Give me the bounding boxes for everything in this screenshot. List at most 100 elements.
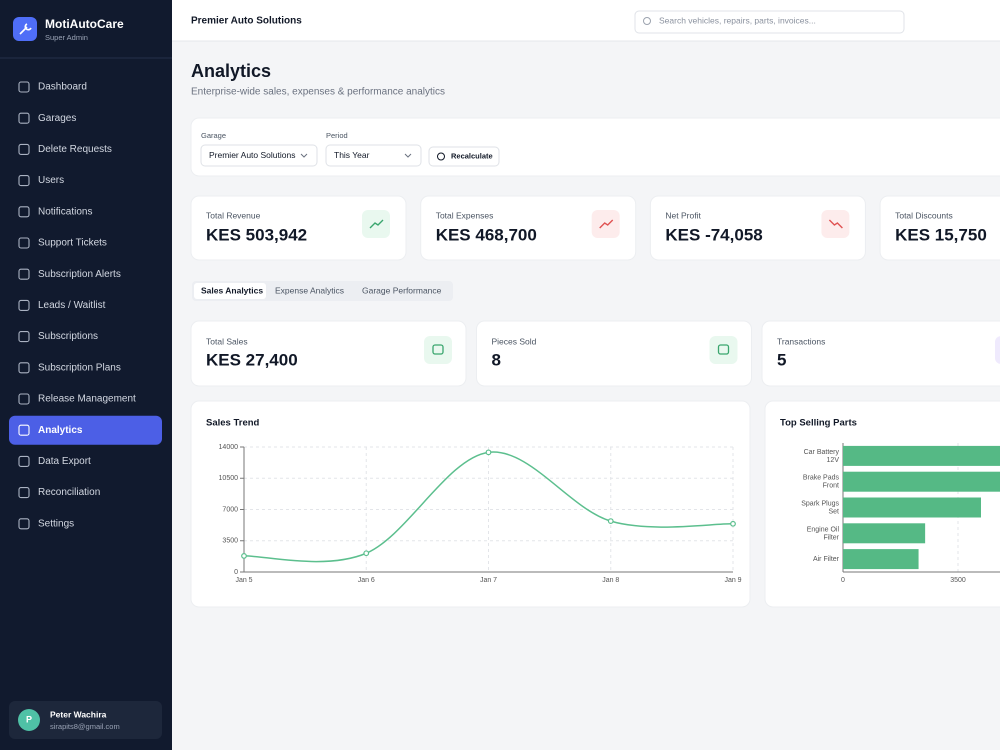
search-box[interactable] xyxy=(634,10,905,34)
tab[interactable]: Expense Analytics xyxy=(275,285,344,295)
nav-icon xyxy=(18,362,30,374)
nav-item[interactable]: Support Tickets xyxy=(38,238,107,249)
select-box[interactable] xyxy=(200,144,318,167)
nav-icon xyxy=(18,81,30,93)
kpi-value: KES 503,942 xyxy=(206,225,307,244)
button[interactable] xyxy=(428,146,500,167)
kpi-label: Total Expenses xyxy=(436,210,494,220)
stat-label: Transactions xyxy=(777,336,825,346)
nav-icon xyxy=(18,393,30,405)
nav-item[interactable]: Analytics xyxy=(38,425,83,436)
user-card xyxy=(9,701,162,739)
nav-active-bg xyxy=(9,415,162,445)
bar xyxy=(843,471,1000,492)
x-tick-label: 0 xyxy=(841,577,845,584)
card xyxy=(190,400,751,608)
kpi-icon xyxy=(369,219,384,229)
nav-item[interactable]: Delete Requests xyxy=(38,144,112,155)
chart-title: Sales Trend xyxy=(206,418,260,429)
nav-icon xyxy=(18,487,30,499)
refresh-icon xyxy=(437,152,445,161)
point xyxy=(241,553,247,559)
stat-value: 8 xyxy=(492,350,501,369)
stat-icon xyxy=(432,344,444,355)
stat-icon xyxy=(717,344,730,355)
point xyxy=(485,449,492,456)
select-box[interactable] xyxy=(325,144,422,167)
brand-name: MotiAutoCare xyxy=(45,17,124,31)
nav-item[interactable]: Notifications xyxy=(38,206,92,217)
point xyxy=(363,550,370,557)
stat-label: Total Sales xyxy=(206,336,248,346)
nav-item[interactable]: Subscriptions xyxy=(38,331,98,342)
x-tick-label: Jan 7 xyxy=(480,577,497,584)
stat-icon-bg xyxy=(995,336,1000,364)
nav-item[interactable]: Leads / Waitlist xyxy=(38,300,106,311)
kpi-label: Total Discounts xyxy=(895,210,953,220)
nav-icon xyxy=(18,455,30,467)
org-name: Premier Auto Solutions xyxy=(191,16,302,27)
y-tick-label: Car Battery 12V xyxy=(804,449,840,464)
avatar-initial: P xyxy=(26,714,32,724)
tab-active-bg xyxy=(194,283,266,299)
nav-item[interactable]: Release Management xyxy=(38,394,136,405)
user-email: sirapits8@gmail.com xyxy=(50,722,120,731)
y-tick-label: 10500 xyxy=(219,475,239,482)
card xyxy=(420,195,637,261)
kpi-label: Net Profit xyxy=(665,210,701,220)
tab[interactable]: Sales Analytics xyxy=(201,285,263,295)
nav-item[interactable]: Reconciliation xyxy=(38,487,100,498)
user-name: Peter Wachira xyxy=(50,709,107,719)
y-tick-label: 0 xyxy=(234,569,238,576)
nav-icon xyxy=(18,299,30,311)
point xyxy=(607,518,614,525)
nav-icon xyxy=(18,143,30,155)
stat-value: 5 xyxy=(777,350,786,369)
page-subtitle: Enterprise-wide sales, expenses & perfor… xyxy=(191,87,445,98)
bar xyxy=(843,445,1000,466)
nav-item[interactable]: Settings xyxy=(38,518,74,529)
kpi-value: KES 15,750 xyxy=(895,225,987,244)
nav-icon xyxy=(18,518,30,530)
stat-value: KES 27,400 xyxy=(206,350,298,369)
kpi-icon xyxy=(828,219,843,229)
x-tick-label: 3500 xyxy=(950,577,966,584)
sidebar xyxy=(0,0,172,750)
tab[interactable]: Garage Performance xyxy=(362,285,442,295)
nav-item[interactable]: Data Export xyxy=(38,456,91,467)
nav-item[interactable]: Subscription Alerts xyxy=(38,269,121,280)
nav-item[interactable]: Dashboard xyxy=(38,82,87,93)
stat-label: Pieces Sold xyxy=(492,336,537,346)
nav-icon xyxy=(18,206,30,218)
x-tick-label: Jan 6 xyxy=(358,577,375,584)
brand-role: Super Admin xyxy=(45,33,88,42)
select-value: Premier Auto Solutions xyxy=(209,150,295,160)
stat-icon-bg xyxy=(424,336,452,364)
nav-icon xyxy=(18,237,30,249)
y-tick-label: Air Filter xyxy=(813,556,840,563)
x-tick-label: Jan 8 xyxy=(602,577,619,584)
card xyxy=(649,195,866,261)
nav-icon xyxy=(18,112,30,124)
nav-item[interactable]: Garages xyxy=(38,113,76,124)
nav-item[interactable]: Users xyxy=(38,175,64,186)
chart-title: Top Selling Parts xyxy=(780,418,857,429)
chevron xyxy=(300,153,308,158)
page-title: Analytics xyxy=(191,61,271,81)
nav-icon xyxy=(18,424,30,436)
card xyxy=(761,320,1000,387)
search-icon xyxy=(643,17,651,25)
point xyxy=(730,520,736,527)
y-tick-label: Brake Pads Front xyxy=(803,475,840,490)
avatar xyxy=(18,709,40,731)
y-tick-label: 3500 xyxy=(222,538,238,545)
brand-icon xyxy=(19,23,32,35)
chevron xyxy=(404,153,412,158)
nav-item[interactable]: Subscription Plans xyxy=(38,362,121,373)
bar xyxy=(843,549,919,570)
x-tick-label: Jan 9 xyxy=(724,577,741,584)
stat-icon-bg xyxy=(709,336,738,364)
filter-label: Garage xyxy=(201,131,226,140)
y-tick-label: 7000 xyxy=(222,506,238,513)
